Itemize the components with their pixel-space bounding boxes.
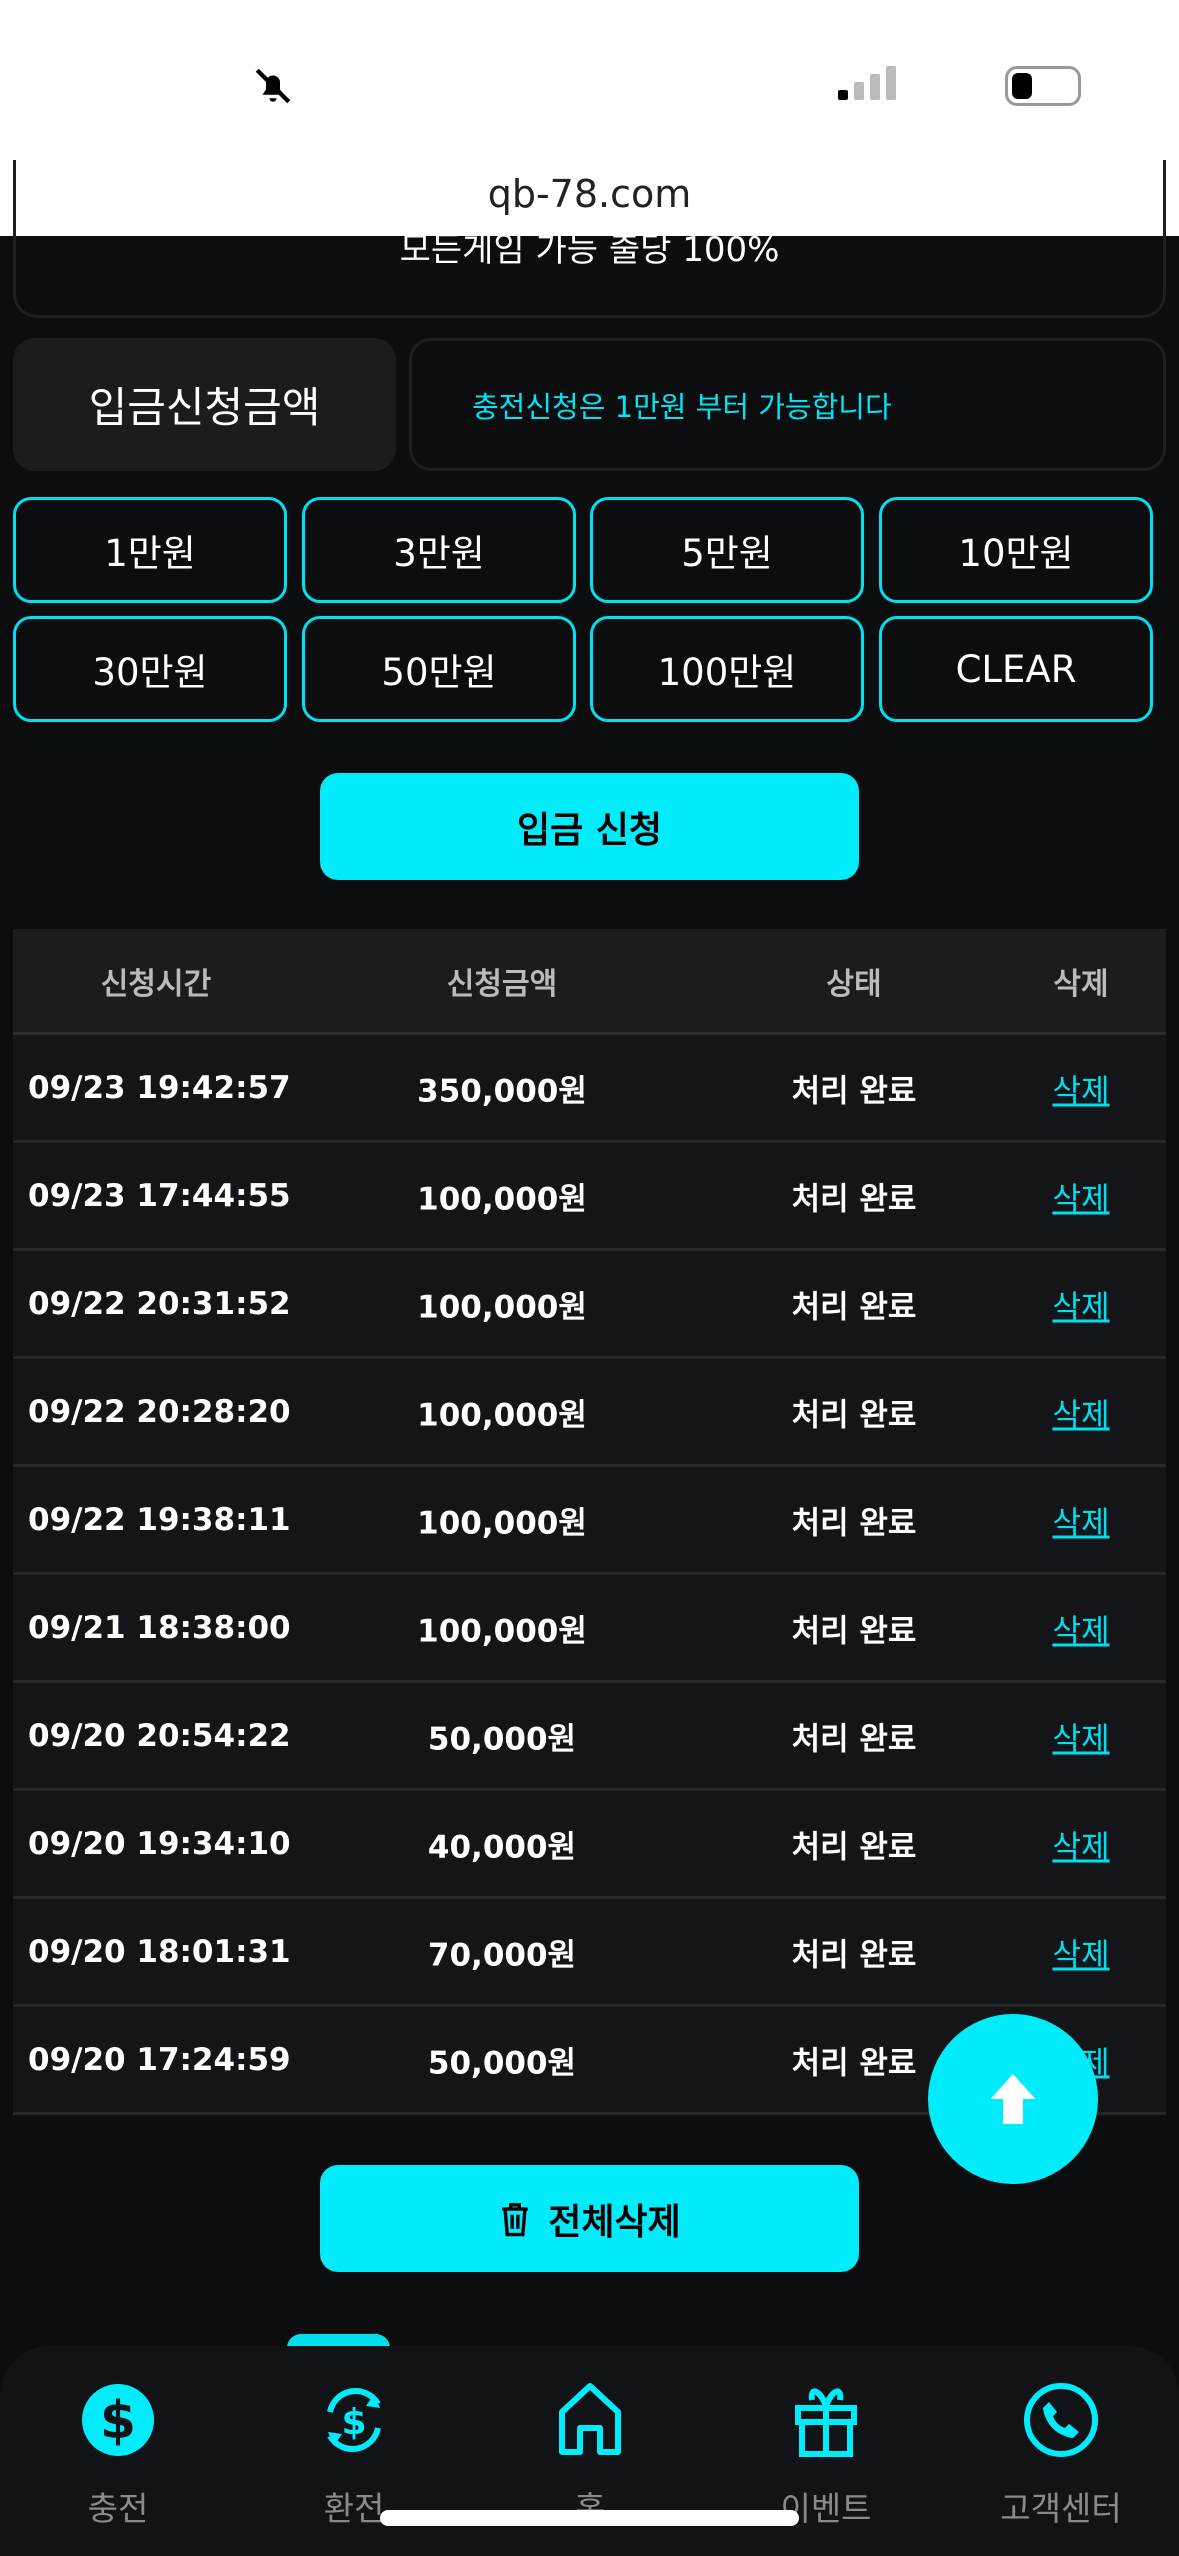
amount-button-30k[interactable]: 3만원 bbox=[302, 497, 576, 603]
row-status: 처리 완료 bbox=[791, 1073, 917, 1109]
exchange-icon: $ bbox=[327, 2388, 381, 2452]
amount-button-1m[interactable]: 100만원 bbox=[590, 616, 864, 722]
row-delete-link[interactable]: 삭제 bbox=[1052, 1289, 1110, 1325]
deposit-submit-label: 입금 신청 bbox=[516, 809, 662, 851]
row-delete-link[interactable]: 삭제 bbox=[1052, 1829, 1110, 1865]
network-type: LTE bbox=[920, 64, 994, 110]
row-time: 09/20 17:24:59 bbox=[28, 2041, 291, 2078]
delete-all-label: 전체삭제 bbox=[548, 2201, 681, 2243]
home-icon bbox=[559, 2383, 621, 2455]
status-bar bbox=[0, 0, 1179, 236]
nav-home[interactable]: 홈 bbox=[472, 2380, 708, 2530]
amount-button-100k[interactable]: 10만원 bbox=[879, 497, 1153, 603]
dollar-coin-icon: $ bbox=[82, 2384, 154, 2456]
row-status: 처리 완료 bbox=[791, 1397, 917, 1433]
row-status: 처리 완료 bbox=[791, 1505, 917, 1541]
arrow-up-icon bbox=[990, 2074, 1036, 2124]
row-amount: 100,000원 bbox=[417, 1289, 587, 1325]
table-header: 신청시간 신청금액 상태 삭제 bbox=[13, 929, 1166, 1035]
url-bar[interactable]: qb-78.com bbox=[487, 172, 692, 216]
row-time: 09/22 20:28:20 bbox=[28, 1393, 291, 1430]
clock: 8:07 bbox=[133, 58, 258, 116]
row-status: 처리 완료 bbox=[791, 1289, 917, 1325]
table-row: 09/20 18:01:31 70,000원 처리 완료 삭제 bbox=[13, 1899, 1166, 2007]
row-delete-link[interactable]: 삭제 bbox=[1052, 1505, 1110, 1541]
table-row: 09/22 20:28:20 100,000원 처리 완료 삭제 bbox=[13, 1359, 1166, 1467]
row-amount: 70,000원 bbox=[427, 1937, 577, 1973]
gift-icon bbox=[795, 2388, 857, 2457]
nav-label: 환전 bbox=[323, 2489, 385, 2528]
table-row: 09/20 19:34:10 40,000원 처리 완료 삭제 bbox=[13, 1791, 1166, 1899]
row-status: 처리 완료 bbox=[791, 1181, 917, 1217]
signal-icon bbox=[838, 66, 896, 100]
row-status: 처리 완료 bbox=[791, 1937, 917, 1973]
svg-text:$: $ bbox=[100, 2391, 136, 2451]
nav-label: 충전 bbox=[87, 2489, 149, 2528]
row-delete-link[interactable]: 삭제 bbox=[1052, 1937, 1110, 1973]
row-amount: 50,000원 bbox=[427, 1721, 577, 1757]
battery-icon bbox=[1005, 66, 1081, 106]
nav-charge[interactable]: $ 충전 bbox=[0, 2380, 236, 2530]
row-delete-link[interactable]: 삭제 bbox=[1052, 1613, 1110, 1649]
home-indicator bbox=[380, 2510, 799, 2526]
table-row: 09/23 17:44:55 100,000원 처리 완료 삭제 bbox=[13, 1143, 1166, 1251]
svg-text:$: $ bbox=[341, 2402, 366, 2443]
row-time: 09/20 18:01:31 bbox=[28, 1933, 291, 1970]
nav-label: 고객센터 bbox=[1000, 2489, 1122, 2528]
row-amount: 100,000원 bbox=[417, 1181, 587, 1217]
header-time: 신청시간 bbox=[100, 966, 212, 1002]
header-delete: 삭제 bbox=[1053, 966, 1109, 1002]
trash-icon bbox=[502, 2202, 528, 2236]
header-amount: 신청금액 bbox=[446, 966, 558, 1002]
row-status: 처리 완료 bbox=[791, 1721, 917, 1757]
bell-slash-icon bbox=[255, 68, 291, 104]
row-time: 09/20 20:54:22 bbox=[28, 1717, 291, 1754]
deposit-amount-label: 입금신청금액 bbox=[13, 338, 396, 471]
row-amount: 100,000원 bbox=[417, 1505, 587, 1541]
clear-button[interactable]: CLEAR bbox=[879, 616, 1153, 722]
row-delete-link[interactable]: 삭제 bbox=[1052, 1721, 1110, 1757]
row-status: 처리 완료 bbox=[791, 1613, 917, 1649]
row-time: 09/23 19:42:57 bbox=[28, 1069, 291, 1106]
deposit-submit-button[interactable]: 입금 신청 bbox=[320, 773, 859, 880]
table-row: 09/20 20:54:22 50,000원 처리 완료 삭제 bbox=[13, 1683, 1166, 1791]
table-row: 09/21 18:38:00 100,000원 처리 완료 삭제 bbox=[13, 1575, 1166, 1683]
nav-exchange[interactable]: $ 환전 bbox=[236, 2380, 472, 2530]
row-amount: 100,000원 bbox=[417, 1613, 587, 1649]
row-time: 09/22 20:31:52 bbox=[28, 1285, 291, 1322]
deposit-notice: 충전신청은 1만원 부터 가능합니다 bbox=[409, 338, 1166, 471]
table-row: 09/22 19:38:11 100,000원 처리 완료 삭제 bbox=[13, 1467, 1166, 1575]
amount-button-300k[interactable]: 30만원 bbox=[13, 616, 287, 722]
row-delete-link[interactable]: 삭제 bbox=[1052, 1181, 1110, 1217]
amount-button-50k[interactable]: 5만원 bbox=[590, 497, 864, 603]
amount-button-500k[interactable]: 50만원 bbox=[302, 616, 576, 722]
table-row: 09/23 19:42:57 350,000원 처리 완료 삭제 bbox=[13, 1035, 1166, 1143]
row-amount: 100,000원 bbox=[417, 1397, 587, 1433]
promo-card bbox=[13, 160, 1166, 318]
header-status: 상태 bbox=[826, 966, 882, 1002]
deposit-history-table: 신청시간 신청금액 상태 삭제 09/23 19:42:57 350,000원 … bbox=[13, 929, 1166, 2115]
amount-button-10k[interactable]: 1만원 bbox=[13, 497, 287, 603]
row-status: 처리 완료 bbox=[791, 1829, 917, 1865]
row-time: 09/20 19:34:10 bbox=[28, 1825, 291, 1862]
row-delete-link[interactable]: 삭제 bbox=[1052, 1397, 1110, 1433]
row-amount: 40,000원 bbox=[427, 1829, 577, 1865]
nav-support[interactable]: 고객센터 bbox=[943, 2380, 1179, 2530]
nav-event[interactable]: 이벤트 bbox=[708, 2380, 944, 2530]
row-amount: 350,000원 bbox=[417, 1073, 587, 1109]
row-status: 처리 완료 bbox=[791, 2045, 917, 2081]
row-time: 09/23 17:44:55 bbox=[28, 1177, 291, 1214]
scroll-top-button[interactable] bbox=[928, 2014, 1098, 2184]
row-delete-link[interactable]: 삭제 bbox=[1052, 1073, 1110, 1109]
phone-icon bbox=[1024, 2383, 1098, 2457]
delete-all-button[interactable]: 전체삭제 bbox=[320, 2165, 859, 2272]
row-time: 09/21 18:38:00 bbox=[28, 1609, 291, 1646]
row-amount: 50,000원 bbox=[427, 2045, 577, 2081]
row-time: 09/22 19:38:11 bbox=[28, 1501, 291, 1538]
table-row: 09/22 20:31:52 100,000원 처리 완료 삭제 bbox=[13, 1251, 1166, 1359]
